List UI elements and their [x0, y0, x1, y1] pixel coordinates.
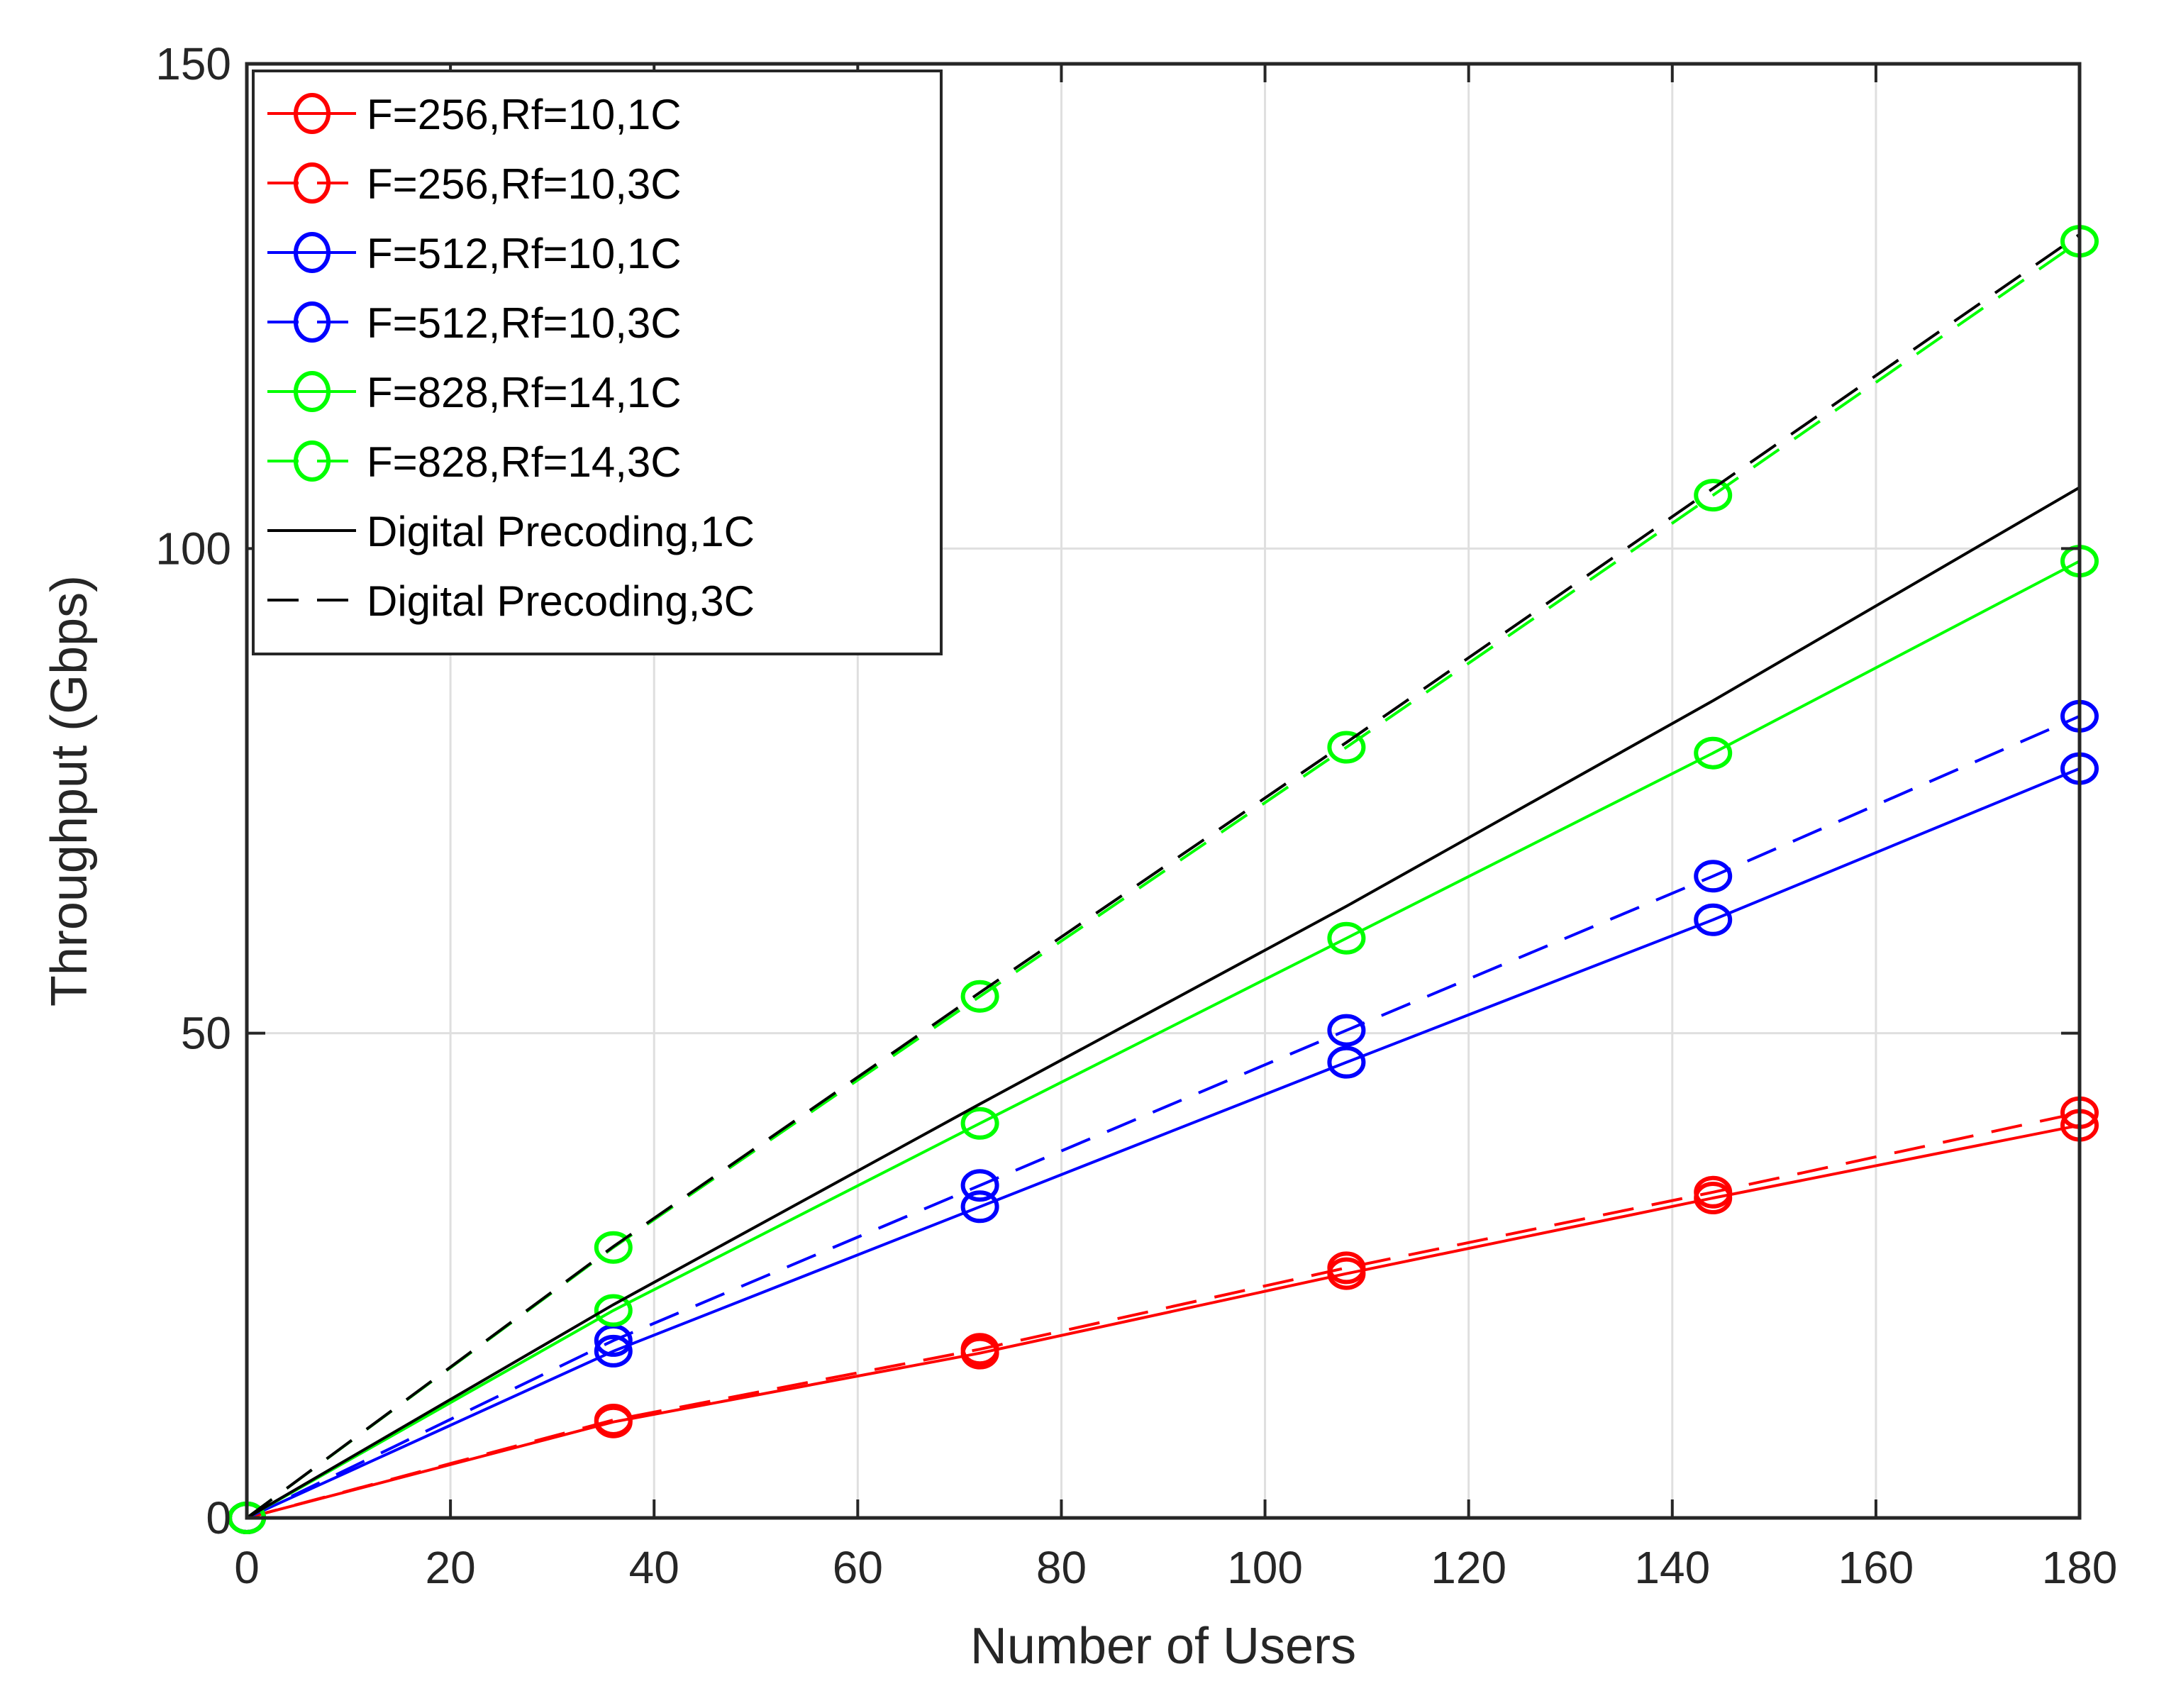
legend-item: Digital Precoding,3C [267, 577, 755, 625]
series-7 [245, 233, 2081, 1519]
legend-marker-circle [294, 371, 331, 412]
legend-item: Digital Precoding,1C [267, 508, 755, 555]
legend-item: F=828,Rf=14,1C [267, 369, 682, 416]
x-tick-label: 120 [1431, 1542, 1506, 1593]
data-point-marker [1694, 860, 1733, 893]
legend-label: F=828,Rf=14,3C [367, 438, 682, 486]
x-axis-ticks: 0 20 40 60 80 100 120 140 160 180 [234, 64, 2117, 1593]
x-tick-label: 100 [1227, 1542, 1303, 1593]
x-tick-label: 140 [1634, 1542, 1710, 1593]
legend-marker-circle [294, 440, 331, 482]
x-tick-label: 80 [1036, 1542, 1087, 1593]
data-point-marker [960, 1169, 999, 1202]
data-point-marker [1694, 736, 1733, 770]
x-tick-label: 160 [1838, 1542, 1914, 1593]
legend-marker-circle [294, 232, 331, 273]
y-tick-label: 100 [155, 523, 231, 574]
series-line [246, 714, 2080, 1519]
legend-item: F=828,Rf=14,3C [267, 438, 682, 486]
data-point-marker [1327, 921, 1366, 955]
data-point-marker [1694, 1175, 1733, 1209]
data-point-marker [1694, 903, 1733, 936]
y-tick-label: 0 [206, 1492, 231, 1543]
series-line [246, 1111, 2080, 1519]
x-tick-label: 0 [234, 1542, 260, 1593]
data-point-marker [1327, 731, 1366, 764]
legend-marker-circle [294, 93, 331, 134]
legend-label: Digital Precoding,3C [367, 577, 755, 625]
data-series [228, 225, 2099, 1534]
y-axis-ticks: 0 50 100 150 [155, 38, 2080, 1543]
legend-marker-circle [294, 162, 331, 204]
data-point-marker [594, 1294, 633, 1327]
y-tick-label: 50 [181, 1008, 231, 1059]
legend-label: F=512,Rf=10,3C [367, 299, 682, 347]
series-line [246, 1124, 2080, 1519]
axes-frame [245, 62, 2082, 1520]
legend-label: F=256,Rf=10,3C [367, 160, 682, 208]
y-tick-label: 150 [155, 38, 231, 89]
x-tick-label: 60 [833, 1542, 883, 1593]
y-axis-title: Throughput (Gbps) [41, 575, 98, 1006]
series-line [245, 240, 2081, 1519]
legend-label: F=512,Rf=10,1C [367, 230, 682, 277]
series-5 [228, 225, 2099, 1534]
series-line [246, 560, 2080, 1519]
data-point-marker [960, 1107, 999, 1140]
data-point-marker [960, 1333, 999, 1366]
legend-label: F=828,Rf=14,1C [367, 369, 682, 416]
legend-item: F=256,Rf=10,3C [267, 160, 682, 208]
legend-item: F=512,Rf=10,3C [267, 299, 682, 347]
data-point-marker [1327, 1046, 1366, 1079]
x-axis-title: Number of Users [970, 1618, 1356, 1675]
legend-label: Digital Precoding,1C [367, 508, 755, 555]
x-tick-label: 20 [426, 1542, 476, 1593]
series-line [245, 233, 2081, 1519]
data-point-marker [594, 1334, 633, 1368]
series-6 [245, 486, 2081, 1519]
axes-box [245, 62, 2082, 1520]
legend-marker-circle [294, 301, 331, 343]
legend-item: F=512,Rf=10,1C [267, 230, 682, 277]
data-point-marker [960, 1190, 999, 1224]
legend: F=256,Rf=10,1C F=256,Rf=10,3C F=512,Rf=10,… [252, 70, 943, 655]
legend-label: F=256,Rf=10,1C [367, 91, 682, 138]
series-line [245, 486, 2081, 1519]
legend-item: F=256,Rf=10,1C [267, 91, 682, 138]
data-point-marker [1694, 479, 1733, 512]
x-tick-label: 180 [2042, 1542, 2118, 1593]
data-point-marker [1327, 1251, 1366, 1285]
series-line [246, 767, 2080, 1519]
data-point-marker [594, 1403, 633, 1436]
legend-box [252, 70, 943, 655]
data-point-marker [594, 1231, 633, 1264]
data-point-marker [1327, 1014, 1366, 1047]
x-tick-label: 40 [629, 1542, 679, 1593]
data-point-marker [960, 980, 999, 1013]
